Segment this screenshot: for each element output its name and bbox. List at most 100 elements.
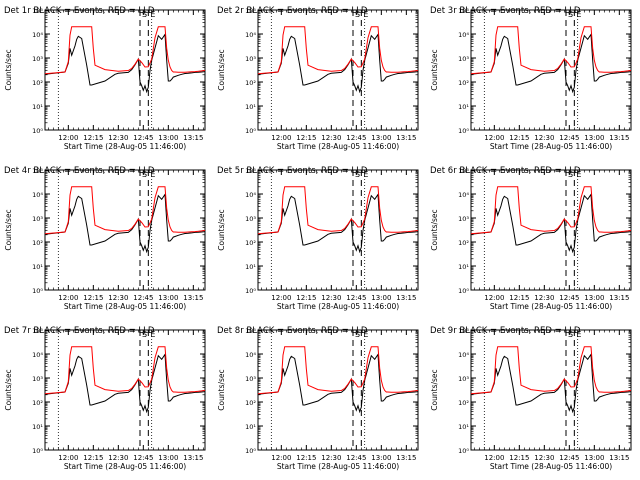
y-tick-label: 10¹ xyxy=(245,423,256,431)
y-axis-label: Counts/sec xyxy=(217,49,226,90)
y-tick-label: 10¹ xyxy=(245,263,256,271)
x-tick-label: 13:00 xyxy=(158,134,178,142)
x-tick-label: 13:15 xyxy=(609,454,629,462)
panel-det-6: Det 6r BLACK = Events, RED = LLD 10⁰ 10¹ 10… xyxy=(430,166,632,311)
y-axis-label: Counts/sec xyxy=(4,49,13,90)
plot-frame xyxy=(44,329,206,451)
series-line-lld xyxy=(44,26,206,75)
y-tick-label: 10⁴ xyxy=(32,191,43,199)
marker-label: S xyxy=(142,10,147,19)
series-line-lld xyxy=(257,346,419,395)
y-tick-label: 10⁰ xyxy=(245,447,256,455)
x-tick-label: 12:15 xyxy=(83,454,103,462)
y-tick-label: 10² xyxy=(245,79,256,87)
marker-label: S xyxy=(355,10,360,19)
panel-det-5: Det 5r BLACK = Events, RED = LLD 10⁰ 10¹ 10… xyxy=(217,166,419,311)
plot-frame xyxy=(470,329,632,451)
x-tick-label: 13:00 xyxy=(584,454,604,462)
series-line-lld xyxy=(257,186,419,235)
y-tick-label: 10⁰ xyxy=(32,287,43,295)
y-axis-label: Counts/sec xyxy=(217,369,226,410)
y-tick-label: 10⁰ xyxy=(32,447,43,455)
x-tick-label: 12:45 xyxy=(559,294,579,302)
x-tick-label: 12:15 xyxy=(509,294,529,302)
x-tick-label: 12:45 xyxy=(133,294,153,302)
y-tick-label: 10⁴ xyxy=(458,31,469,39)
x-tick-label: 12:15 xyxy=(83,294,103,302)
y-tick-label: 10³ xyxy=(458,375,469,383)
y-tick-label: 10⁵ xyxy=(245,167,256,175)
y-axis-label: Counts/sec xyxy=(217,209,226,250)
x-tick-label: 12:30 xyxy=(534,134,554,142)
y-tick-label: 10² xyxy=(458,239,469,247)
x-tick-label: 12:00 xyxy=(484,134,504,142)
y-tick-label: 10² xyxy=(458,399,469,407)
plot-frame xyxy=(257,169,419,291)
y-tick-label: 10³ xyxy=(245,375,256,383)
marker-label: E xyxy=(363,10,368,19)
x-tick-label: 12:30 xyxy=(534,454,554,462)
x-tick-label: 12:15 xyxy=(509,134,529,142)
plot-frame xyxy=(257,9,419,131)
plot-frame xyxy=(44,9,206,131)
chart-title: Det 4r BLACK = Events, RED = LLD xyxy=(4,166,155,176)
x-tick-label: 12:30 xyxy=(108,134,128,142)
x-tick-label: 13:00 xyxy=(584,134,604,142)
x-tick-label: 12:00 xyxy=(484,454,504,462)
series-line-lld xyxy=(470,346,632,395)
y-tick-label: 10⁴ xyxy=(245,31,256,39)
series-line-events xyxy=(44,33,206,94)
x-tick-label: 13:15 xyxy=(183,134,203,142)
y-tick-label: 10⁴ xyxy=(245,351,256,359)
y-tick-label: 10⁵ xyxy=(458,7,469,15)
x-tick-label: 12:30 xyxy=(108,454,128,462)
x-axis-label: Start Time (28-Aug-05 11:46:00) xyxy=(64,302,186,311)
marker-label: E xyxy=(363,330,368,339)
x-tick-label: 13:00 xyxy=(371,134,391,142)
series-line-lld xyxy=(470,26,632,75)
y-tick-label: 10³ xyxy=(458,55,469,63)
x-tick-label: 12:15 xyxy=(296,294,316,302)
x-tick-label: 13:15 xyxy=(396,454,416,462)
y-tick-label: 10² xyxy=(32,239,43,247)
x-axis-label: Start Time (28-Aug-05 11:46:00) xyxy=(490,302,612,311)
series-line-lld xyxy=(257,26,419,75)
y-tick-label: 10³ xyxy=(32,375,43,383)
x-tick-label: 12:45 xyxy=(133,134,153,142)
x-tick-label: 12:00 xyxy=(271,134,291,142)
y-tick-label: 10¹ xyxy=(32,263,43,271)
series-line-lld xyxy=(470,186,632,235)
chart-title: Det 1r BLACK = Events, RED = LLD xyxy=(4,6,155,16)
panel-det-8: Det 8r BLACK = Events, RED = LLD 10⁰ 10¹ 10… xyxy=(217,326,419,471)
x-tick-label: 12:30 xyxy=(321,134,341,142)
marker-label: E xyxy=(576,170,581,179)
y-axis-label: Counts/sec xyxy=(4,369,13,410)
marker-label: S xyxy=(568,170,573,179)
x-axis-label: Start Time (28-Aug-05 11:46:00) xyxy=(64,142,186,151)
y-tick-label: 10⁴ xyxy=(458,191,469,199)
x-tick-label: 12:00 xyxy=(271,454,291,462)
marker-label: E xyxy=(150,170,155,179)
panel-det-1: Det 1r BLACK = Events, RED = LLD 10⁰ 10¹ 10… xyxy=(4,6,206,151)
x-axis-label: Start Time (28-Aug-05 11:46:00) xyxy=(277,462,399,471)
series-line-events xyxy=(44,193,206,254)
x-axis-label: Start Time (28-Aug-05 11:46:00) xyxy=(490,142,612,151)
y-tick-label: 10² xyxy=(245,399,256,407)
y-tick-label: 10³ xyxy=(32,215,43,223)
x-tick-label: 12:45 xyxy=(133,454,153,462)
y-tick-label: 10⁵ xyxy=(32,167,43,175)
series-line-events xyxy=(470,353,632,414)
y-axis-label: Counts/sec xyxy=(430,209,439,250)
y-tick-label: 10⁰ xyxy=(458,287,469,295)
x-axis-label: Start Time (28-Aug-05 11:46:00) xyxy=(490,462,612,471)
y-tick-label: 10¹ xyxy=(458,263,469,271)
y-axis-label: Counts/sec xyxy=(430,369,439,410)
y-tick-label: 10³ xyxy=(245,215,256,223)
y-tick-label: 10² xyxy=(32,79,43,87)
marker-label: E xyxy=(363,170,368,179)
y-tick-label: 10⁰ xyxy=(245,287,256,295)
x-tick-label: 13:15 xyxy=(183,294,203,302)
x-tick-label: 13:00 xyxy=(158,294,178,302)
x-tick-label: 13:00 xyxy=(584,294,604,302)
marker-label: S xyxy=(355,330,360,339)
